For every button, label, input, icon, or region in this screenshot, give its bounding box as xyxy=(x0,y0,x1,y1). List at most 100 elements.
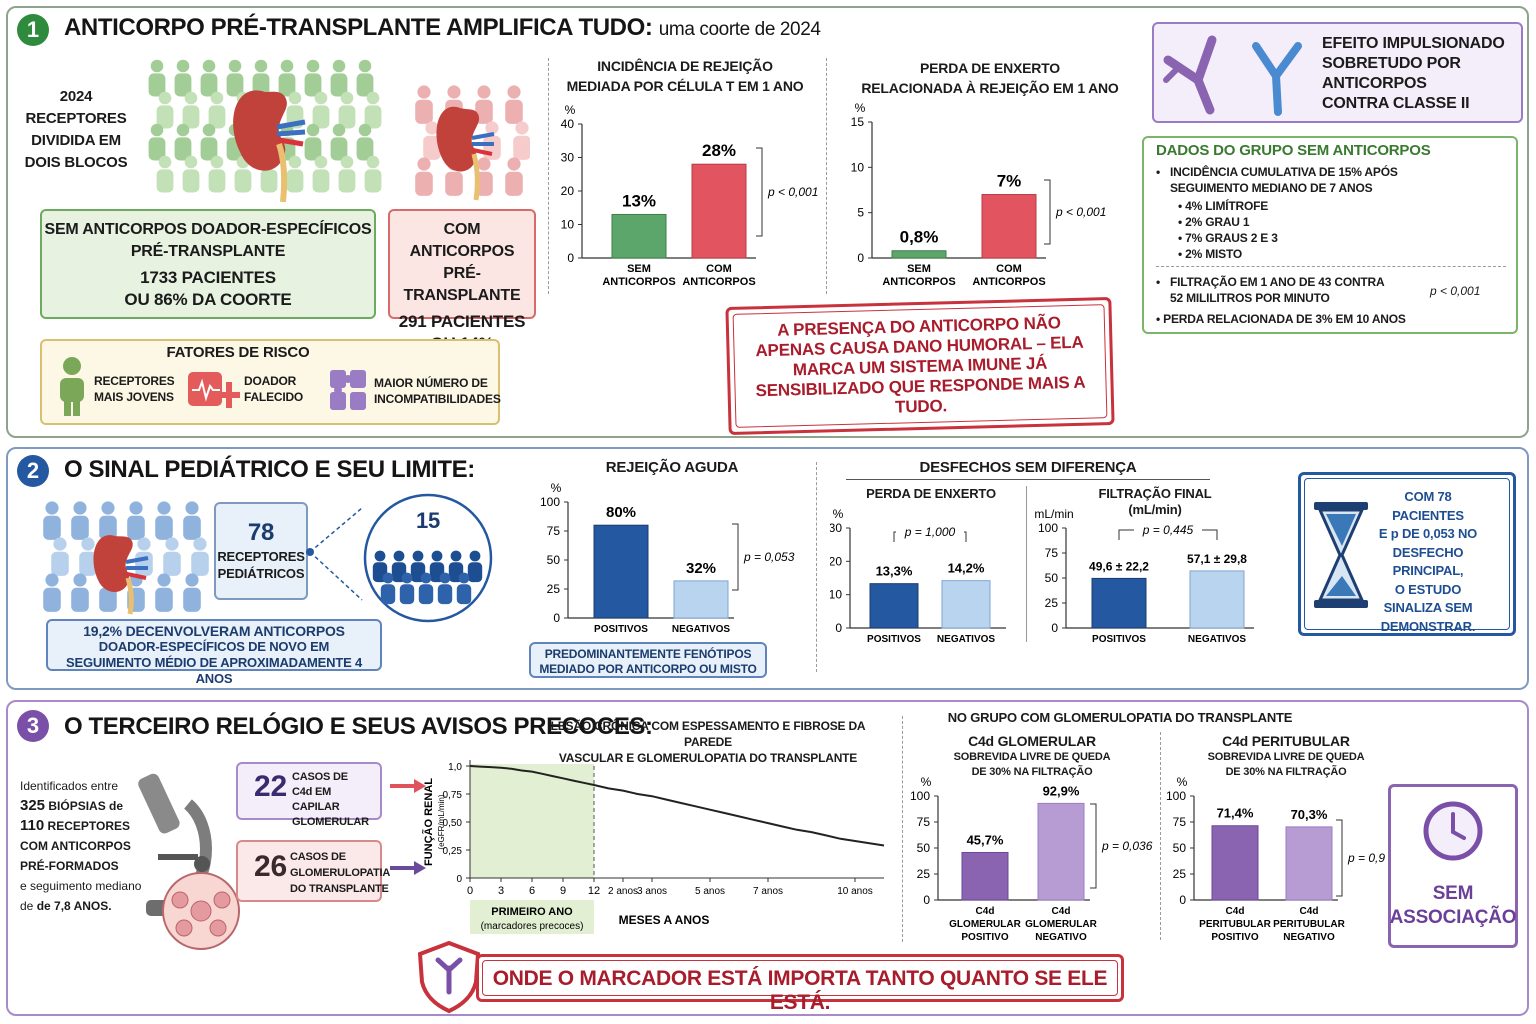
category-label: C4d xyxy=(976,906,995,917)
x-tick-label: 9 xyxy=(560,885,566,897)
y-tick-label: 100 xyxy=(540,495,560,509)
p-value: p = 0,979 xyxy=(1347,851,1386,865)
section-3-badge: 3 xyxy=(17,710,49,742)
p-bracket xyxy=(1044,179,1051,245)
x-tick-label: 12 xyxy=(588,885,600,897)
desenvolveram-box: 19,2% DECENVOLVERAM ANTICORPOS DOADOR-ESP… xyxy=(46,619,382,686)
zoom-connector xyxy=(306,507,363,601)
shield-antibody-icon xyxy=(417,940,481,1014)
x-tick-label: 5 anos xyxy=(695,886,725,897)
chart4-svg: % 0 10 20 30 13,3% POSITIVOS 14,2% NEGATIVOS p = … xyxy=(830,507,1006,645)
section-3-title: O TERCEIRO RELÓGIO E SEUS AVISOS PRECOCE… xyxy=(64,713,653,740)
clock-icon xyxy=(1423,801,1483,861)
y-tick-label: 25 xyxy=(1173,867,1187,881)
y-tick-label: 25 xyxy=(547,582,561,596)
y-tick-label: 40 xyxy=(561,117,575,131)
dados-filtracao: • FILTRAÇÃO EM 1 ANO DE 43 CONTRA 52 MILIL… xyxy=(1156,275,1385,305)
fator1-label: RECEPTORES MAIS JOVENS xyxy=(94,374,175,404)
bar-value-label: 71,4% xyxy=(1217,806,1254,821)
dados-perda: • PERDA RELACIONADA DE 3% EM 10 ANOS xyxy=(1156,312,1406,326)
bar xyxy=(981,194,1037,259)
predominantemente-box: PREDOMINANTEMENTE FENÓTIPOS MEDIADO POR A… xyxy=(529,642,767,678)
y-axis-unit: % xyxy=(565,103,576,117)
y-tick-label: 75 xyxy=(547,524,561,538)
chart3-svg: % 0 25 50 75 100 80% POSITIVOS 32% NEGATIVOS p = 0… xyxy=(540,481,795,635)
category-label: NEGATIVO xyxy=(1283,932,1335,943)
chart5-svg: mL/min 0 25 50 75 100 49,6 ± 22,2 POSITIVOS 57,1… xyxy=(1034,507,1254,645)
chart3-title: REJEIÇÃO AGUDA xyxy=(605,459,739,476)
y-tick-label: 100 xyxy=(1166,789,1186,803)
efeito-text: EFEITO IMPULSIONADO SOBRETUDO POR ANTICORP… xyxy=(1322,35,1505,112)
fatores-risco-box xyxy=(40,339,500,425)
p-value: p = 0,445 xyxy=(1142,523,1194,537)
arrow-right-icon xyxy=(390,861,426,875)
category-label: C4d xyxy=(1300,906,1319,917)
desfechos-divider xyxy=(1026,486,1027,642)
bar-value-label: 0,8% xyxy=(900,228,939,247)
chart6-svg: % 0 25 50 75 100 45,7% C4d GLOMERULAR POSITIVO 92,… xyxy=(910,775,1153,943)
y-axis-unit: % xyxy=(833,507,844,521)
bar-value-label: 32% xyxy=(686,560,716,577)
bar-value-label: 13,3% xyxy=(876,564,913,579)
x-axis-label: MESES A ANOS xyxy=(619,913,710,927)
y-tick-label: 25 xyxy=(1045,596,1059,610)
y-tick-label: 30 xyxy=(561,151,575,165)
category-label: COM xyxy=(996,263,1022,275)
pediatricos-box: 78 RECEPTORES PEDIÁTRICOS xyxy=(214,502,308,600)
y-tick-label: 0 xyxy=(835,621,842,635)
dados-pvalue: p < 0,001 xyxy=(1430,284,1481,298)
heart-monitor-icon xyxy=(188,372,240,408)
y-tick-label: 75 xyxy=(1045,546,1059,560)
p-value-bg xyxy=(896,524,964,540)
category-label: ANTICORPOS xyxy=(882,276,955,288)
y-axis-unit: % xyxy=(921,775,932,789)
y-axis-label: FUNÇÃO RENAL xyxy=(422,778,435,866)
chart1-svg: %01020304013%SEMANTICORPOS28%COMANTICORP… xyxy=(561,103,819,288)
y-tick-label: 100 xyxy=(1038,521,1058,535)
bar xyxy=(1189,570,1245,629)
divider xyxy=(1160,732,1161,940)
y-tick-label: 1,0 xyxy=(448,762,462,773)
hourglass-text: COM 78 PACIENTES E p DE 0,053 NO DESFECHO P… xyxy=(1378,489,1478,634)
section-1-title: ANTICORPO PRÉ-TRANSPLANTE AMPLIFICA TUDO… xyxy=(64,14,821,41)
desfechos-title: DESFECHOS SEM DIFERENÇA xyxy=(919,459,1137,476)
category-label: PERITUBULAR xyxy=(1273,919,1345,930)
glom-title: NO GRUPO COM GLOMERULOPATIA DO TRANSPLAN… xyxy=(947,710,1293,725)
y-tick-label: 20 xyxy=(830,554,842,568)
category-label: ANTICORPOS xyxy=(602,276,675,288)
category-label: GLOMERULAR xyxy=(1025,919,1097,930)
category-label: SEM xyxy=(907,263,931,275)
category-label: C4d xyxy=(1226,906,1245,917)
chart7-svg: % 0 25 50 75 100 71,4% C4d PERITUBULAR POSITIVO 70… xyxy=(1166,775,1386,943)
p-value-bg xyxy=(1134,522,1202,538)
p-value: p < 0,001 xyxy=(767,185,818,199)
y-tick-label: 20 xyxy=(561,184,575,198)
divider xyxy=(826,58,827,294)
p-value: p = 0,053 xyxy=(743,550,795,564)
p-bracket xyxy=(1336,819,1343,897)
case1-box: 22 CASOS DE C4d EM CAPILAR GLOMERULAR xyxy=(236,762,382,828)
section-1-panel xyxy=(6,6,1529,438)
p-bracket xyxy=(1090,803,1097,889)
divider xyxy=(1156,266,1506,267)
y-tick-label: 25 xyxy=(917,867,931,881)
x-tick-label: 3 xyxy=(498,885,504,897)
y-tick-label: 10 xyxy=(561,218,575,232)
chart2-title: PERDA DE ENXERTO RELACIONADA À REJEIÇÃO E… xyxy=(861,60,1119,96)
divider xyxy=(548,58,549,294)
category-label: GLOMERULAR xyxy=(949,919,1021,930)
y-tick-label: 0 xyxy=(553,611,560,625)
crowd-blue-illustration xyxy=(43,501,209,615)
y-tick-label: 0 xyxy=(567,251,574,265)
p-value: p = 0,036 xyxy=(1101,839,1153,853)
crowd-red-illustration xyxy=(415,85,530,201)
stamp-text: A PRESENÇA DO ANTICORPO NÃO APENAS CAUSA… xyxy=(755,313,1086,417)
bottom-banner: ONDE O MARCADOR ESTÁ IMPORTA TANTO QUANT… xyxy=(476,954,1124,1014)
category-label: COM xyxy=(706,263,732,275)
category-label: C4d xyxy=(1052,906,1071,917)
y-tick-label: 50 xyxy=(1173,841,1187,855)
hourglass-icon xyxy=(1314,502,1368,608)
hourglass-box xyxy=(1298,472,1516,636)
y-tick-label: 5 xyxy=(857,206,864,220)
section-2-title: O SINAL PEDIÁTRICO E SEU LIMITE: xyxy=(64,456,475,483)
